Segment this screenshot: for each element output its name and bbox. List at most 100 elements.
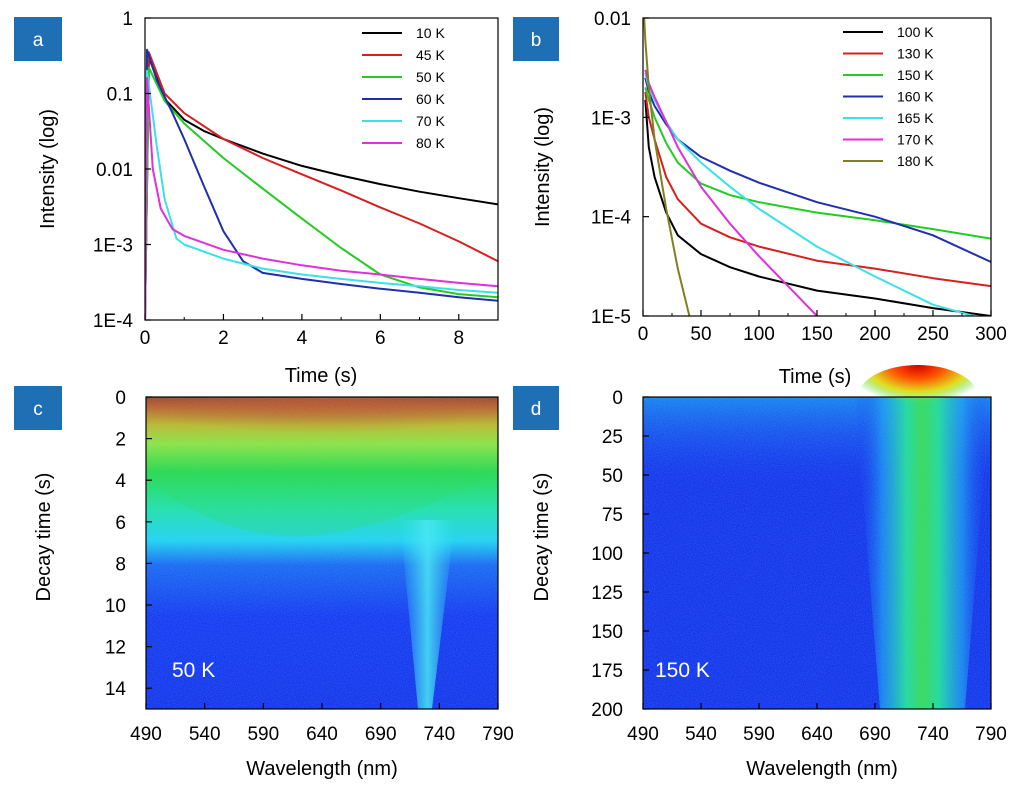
panel-badge [14, 386, 62, 430]
x-tick-label: 8 [453, 328, 464, 349]
y-tick-label: 75 [602, 505, 623, 526]
panel-badge [14, 17, 62, 61]
y-tick-label: 1E-5 [591, 307, 631, 328]
y-tick-label: 1E-3 [591, 108, 631, 129]
x-tick-label: 4 [297, 328, 308, 349]
y-tick-label: 100 [591, 544, 623, 565]
y-tick-label: 8 [115, 554, 126, 575]
legend-entry: 100 K [897, 24, 934, 40]
y-tick-label: 6 [115, 513, 126, 534]
legend-entry: 180 K [897, 153, 934, 169]
y-tick-label: 200 [591, 700, 623, 721]
y-axis-label: Intensity (log) [532, 107, 554, 227]
y-tick-label: 150 [591, 622, 623, 643]
x-tick-label: 490 [627, 724, 659, 745]
panel-a: a 0 2 4 6 8 1E-4 1E-3 0.01 0.1 1 10 K 45 K 50 K 60 K… [14, 9, 499, 387]
legend-entry: 10 K [416, 25, 445, 41]
axis-ticks: 490 540 590 640 690 740 790 0 25 50 75 100 125 150 175… [591, 388, 1007, 745]
y-tick-label: 1E-4 [591, 208, 632, 229]
heatmap-noise [146, 397, 498, 709]
x-tick-label: 590 [743, 724, 775, 745]
y-tick-label: 10 [105, 596, 126, 617]
legend-entry: 60 K [416, 91, 445, 107]
x-tick-label: 490 [130, 724, 162, 745]
y-tick-label: 14 [105, 679, 127, 700]
x-tick-label: 740 [917, 724, 949, 745]
legend-entry: 150 K [897, 67, 934, 83]
x-tick-label: 300 [975, 324, 1007, 345]
legend-entry: 165 K [897, 110, 934, 126]
y-tick-label: 1E-4 [93, 311, 134, 332]
y-tick-label: 125 [591, 583, 623, 604]
x-axis-label: Wavelength (nm) [246, 758, 398, 780]
y-tick-label: 0 [115, 388, 126, 409]
axis-ticks: 490 540 590 640 690 740 790 0 2 4 6 8 10 12 14 [105, 388, 514, 745]
panel-badge-label: a [33, 30, 44, 51]
x-tick-label: 640 [801, 724, 833, 745]
legend-entry: 160 K [897, 89, 934, 105]
series-line [644, 72, 974, 316]
y-tick-label: 4 [115, 471, 126, 492]
series-line [644, 99, 991, 316]
series-line [145, 51, 498, 320]
y-tick-label: 2 [115, 430, 126, 451]
x-tick-label: 0 [140, 328, 151, 349]
x-axis-label: Time (s) [779, 366, 852, 388]
heatmap-noise [643, 397, 991, 709]
y-tick-label: 50 [602, 466, 623, 487]
plot-area [643, 18, 991, 316]
x-tick-label: 0 [638, 324, 649, 345]
y-tick-label: 0.01 [594, 9, 631, 30]
y-tick-label: 0 [612, 388, 623, 409]
panel-badge-label: d [531, 399, 542, 420]
series-line [644, 87, 991, 240]
y-tick-label: 1E-3 [93, 236, 133, 257]
panel-badge-label: b [531, 30, 542, 51]
x-tick-label: 590 [247, 724, 279, 745]
x-tick-label: 640 [306, 724, 338, 745]
legend-entry: 50 K [416, 69, 445, 85]
legend-entry: 130 K [897, 46, 934, 62]
series-line [145, 77, 498, 320]
legend: 100 K 130 K 150 K 160 K 165 K 170 K 180 K [843, 24, 934, 169]
x-tick-label: 50 [690, 324, 711, 345]
legend-entry: 80 K [416, 135, 445, 151]
x-tick-label: 540 [189, 724, 221, 745]
x-tick-label: 740 [423, 724, 455, 745]
panel-d: d 490 540 590 640 690 740 790 0 25 50 75 100 125 150 1… [513, 365, 1007, 780]
series-line [644, 91, 991, 288]
x-axis-label: Time (s) [285, 365, 358, 387]
x-axis-label: Wavelength (nm) [746, 758, 898, 780]
axis-ticks: 0 2 4 6 8 1E-4 1E-3 0.01 0.1 1 [93, 9, 464, 349]
series-line [644, 69, 818, 316]
plot-area [145, 48, 498, 320]
series-line [145, 69, 498, 320]
plot-frame [642, 17, 992, 317]
legend-entry: 170 K [897, 132, 934, 148]
x-tick-label: 100 [743, 324, 775, 345]
x-tick-label: 790 [975, 724, 1007, 745]
temperature-label: 150 K [655, 659, 710, 682]
y-axis-label: Intensity (log) [37, 109, 59, 229]
x-tick-label: 690 [859, 724, 891, 745]
legend-entry: 45 K [416, 47, 445, 63]
x-tick-label: 150 [801, 324, 833, 345]
x-tick-label: 540 [685, 724, 717, 745]
panel-badge [513, 386, 559, 430]
y-tick-label: 175 [591, 661, 623, 682]
axis-ticks: 0 50 100 150 200 250 300 1E-5 1E-4 1E-3 0.01 [591, 9, 1007, 345]
x-tick-label: 2 [218, 328, 229, 349]
y-axis-label: Decay time (s) [33, 473, 55, 602]
y-tick-label: 0.01 [96, 160, 133, 181]
legend: 10 K 45 K 50 K 60 K 70 K 80 K [362, 25, 445, 151]
y-tick-label: 12 [105, 638, 126, 659]
panel-b: b 0 50 100 150 200 250 300 1E-5 1E-4 1E-3 0.01 100… [513, 9, 1007, 388]
plot-frame [144, 17, 499, 321]
series-line [145, 48, 498, 320]
series-line [643, 18, 691, 316]
y-tick-label: 25 [602, 427, 623, 448]
temperature-label: 50 K [172, 659, 215, 682]
y-tick-label: 0.1 [107, 85, 133, 106]
